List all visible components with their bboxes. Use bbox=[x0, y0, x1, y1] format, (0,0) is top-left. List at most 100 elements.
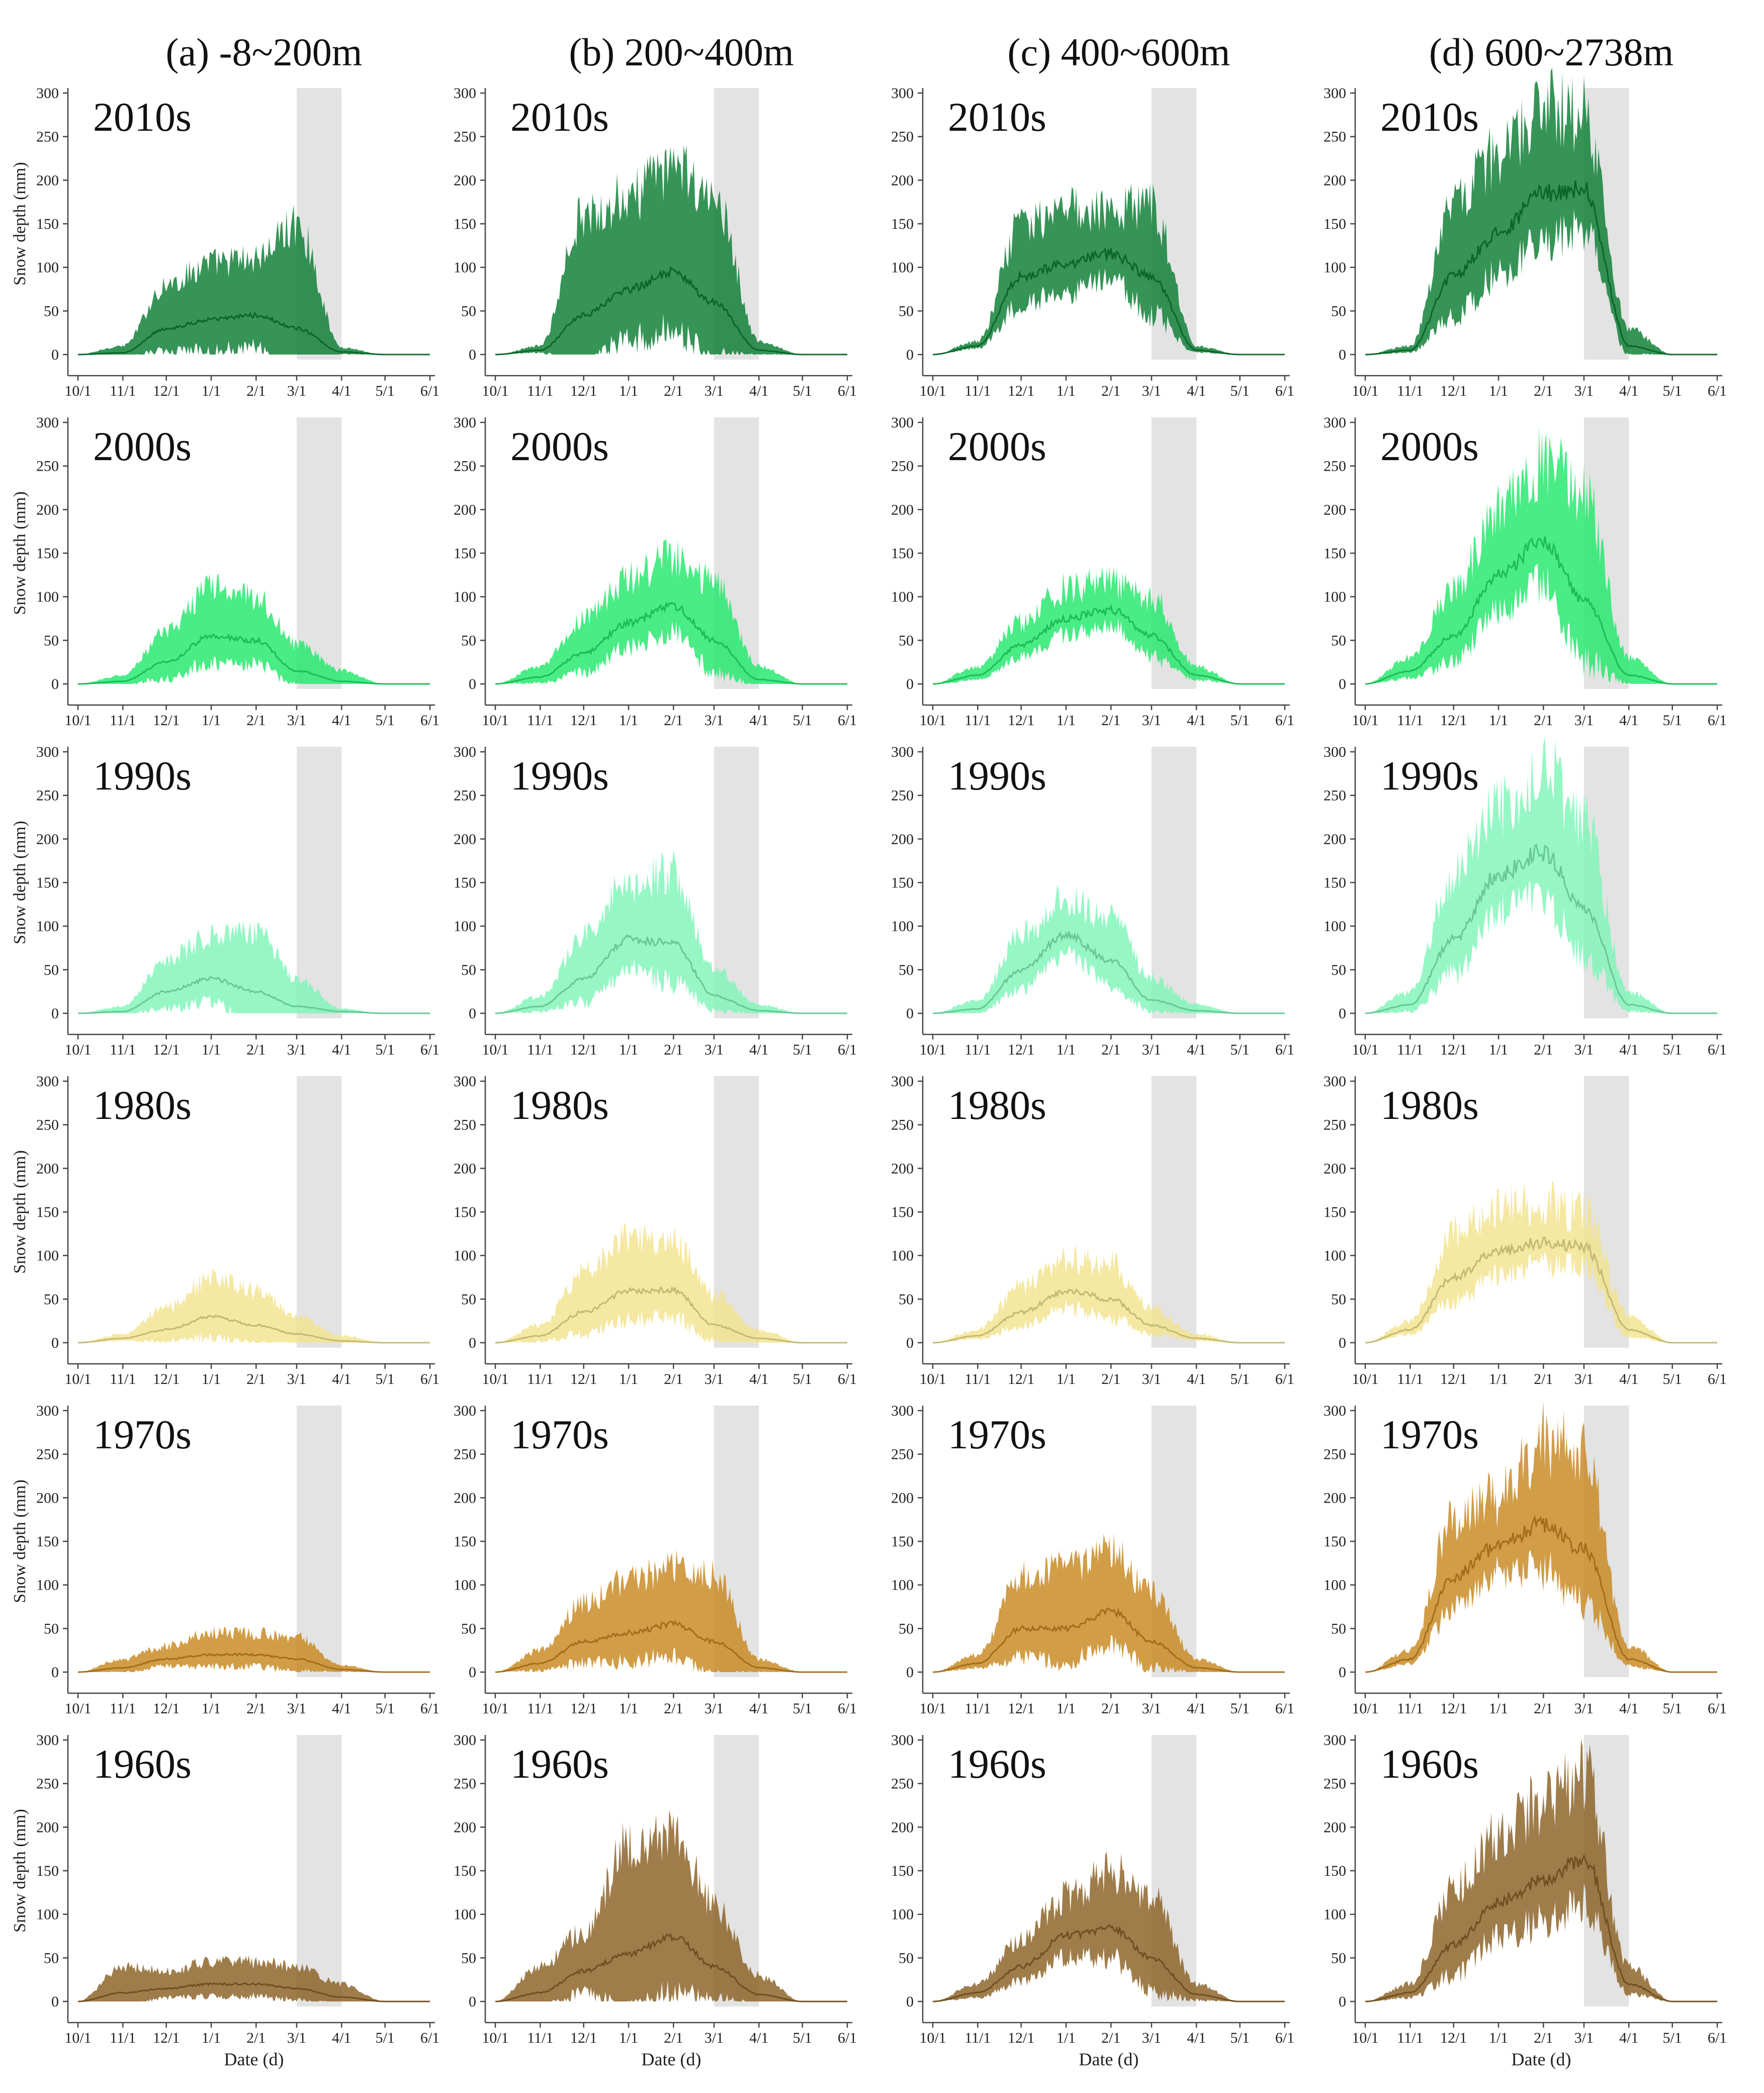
y-tick-label: 150 bbox=[1324, 1533, 1346, 1550]
x-tick-label: 1/1 bbox=[202, 1041, 221, 1058]
mean-line bbox=[1365, 180, 1717, 356]
shaded-period-band bbox=[296, 1076, 342, 1348]
y-tick-label: 200 bbox=[454, 172, 476, 189]
y-tick-label: 300 bbox=[454, 85, 476, 102]
y-tick-label: 0 bbox=[469, 346, 476, 363]
y-tick-label: 50 bbox=[1331, 1291, 1346, 1307]
y-tick-label: 150 bbox=[891, 1863, 914, 1879]
x-tick-label: 5/1 bbox=[793, 1700, 812, 1717]
x-tick-label: 12/1 bbox=[570, 1371, 597, 1387]
x-tick-label: 11/1 bbox=[110, 1371, 136, 1387]
y-tick-label: 150 bbox=[454, 216, 476, 232]
y-tick-label: 100 bbox=[454, 259, 476, 276]
y-tick-label: 0 bbox=[1339, 676, 1346, 692]
x-tick-label: 1/1 bbox=[1489, 1371, 1508, 1387]
decade-label: 1960s bbox=[1380, 1741, 1479, 1787]
decade-label: 2000s bbox=[510, 423, 609, 469]
panel-2000s-4: 0 50 100 150 200 250 300 10/1 11/1 12/1 1/1 2/1 3/1 4… bbox=[1324, 414, 1727, 729]
x-tick-label: 5/1 bbox=[793, 2030, 812, 2046]
x-tick-label: 3/1 bbox=[1142, 1371, 1161, 1387]
x-tick-label: 2/1 bbox=[1534, 712, 1553, 729]
y-tick-label: 250 bbox=[36, 1776, 59, 1792]
x-tick-label: 2/1 bbox=[246, 1700, 266, 1717]
x-tick-label: 12/1 bbox=[1440, 1371, 1467, 1387]
x-tick-label: 5/1 bbox=[793, 383, 812, 399]
x-tick-label: 3/1 bbox=[1574, 1371, 1594, 1387]
mean-line bbox=[77, 633, 430, 685]
x-tick-label: 6/1 bbox=[838, 712, 857, 729]
x-tick-label: 6/1 bbox=[1275, 383, 1294, 399]
x-tick-label: 11/1 bbox=[964, 2030, 991, 2046]
x-tick-label: 11/1 bbox=[1397, 1041, 1423, 1058]
shaded-period-band bbox=[296, 747, 342, 1018]
y-tick-label: 50 bbox=[461, 1950, 476, 1966]
x-tick-label: 10/1 bbox=[482, 712, 508, 729]
y-tick-label: 300 bbox=[454, 1732, 476, 1749]
y-tick-label: 0 bbox=[906, 1664, 914, 1681]
y-tick-label: 150 bbox=[891, 216, 914, 232]
y-tick-label: 250 bbox=[454, 1776, 476, 1792]
x-tick-label: 5/1 bbox=[1230, 2030, 1250, 2046]
x-tick-label: 1/1 bbox=[202, 2030, 221, 2046]
decade-label: 1970s bbox=[93, 1412, 192, 1457]
range-band bbox=[933, 182, 1285, 355]
x-tick-label: 10/1 bbox=[1352, 712, 1378, 729]
y-tick-label: 150 bbox=[891, 545, 914, 562]
x-tick-label: 5/1 bbox=[1230, 383, 1250, 399]
x-tick-label: 12/1 bbox=[570, 712, 597, 729]
x-tick-label: 10/1 bbox=[919, 1371, 946, 1387]
x-tick-label: 6/1 bbox=[420, 1041, 439, 1058]
y-tick-label: 150 bbox=[454, 875, 476, 891]
x-axis-label: Date (d) bbox=[1512, 2049, 1571, 2069]
x-tick-label: 6/1 bbox=[838, 1700, 857, 1717]
y-tick-label: 0 bbox=[1339, 1993, 1346, 2010]
x-tick-label: 12/1 bbox=[1008, 1371, 1034, 1387]
x-tick-label: 12/1 bbox=[1008, 1700, 1034, 1717]
y-tick-label: 250 bbox=[1324, 1776, 1346, 1792]
x-tick-label: 11/1 bbox=[964, 1371, 991, 1387]
x-tick-label: 2/1 bbox=[664, 1371, 683, 1387]
x-tick-label: 6/1 bbox=[420, 383, 439, 399]
range-band bbox=[78, 1266, 430, 1343]
y-tick-label: 150 bbox=[36, 545, 59, 562]
y-tick-label: 200 bbox=[891, 831, 914, 847]
x-tick-label: 2/1 bbox=[1101, 1041, 1120, 1058]
x-tick-label: 2/1 bbox=[1534, 383, 1553, 399]
y-tick-label: 200 bbox=[1324, 1490, 1346, 1506]
x-tick-label: 6/1 bbox=[1708, 1041, 1727, 1058]
x-tick-label: 10/1 bbox=[482, 383, 508, 399]
range-band bbox=[78, 1626, 430, 1672]
x-tick-label: 11/1 bbox=[964, 712, 991, 729]
range-band bbox=[495, 850, 847, 1013]
y-tick-label: 200 bbox=[454, 1160, 476, 1177]
y-tick-label: 250 bbox=[36, 458, 59, 475]
y-tick-label: 300 bbox=[36, 85, 59, 102]
y-tick-label: 250 bbox=[891, 788, 914, 804]
x-tick-label: 2/1 bbox=[246, 1371, 266, 1387]
x-tick-label: 11/1 bbox=[110, 2030, 136, 2046]
panel-2000s-2: 0 50 100 150 200 250 300 10/1 11/1 12/1 1/1 2/1 3/1 4… bbox=[454, 414, 857, 729]
y-tick-label: 250 bbox=[36, 1117, 59, 1133]
x-tick-label: 5/1 bbox=[1230, 1700, 1250, 1717]
x-tick-label: 10/1 bbox=[1352, 1700, 1378, 1717]
mean-line bbox=[77, 1315, 430, 1344]
x-tick-label: 3/1 bbox=[287, 2030, 306, 2046]
x-tick-label: 10/1 bbox=[919, 1041, 946, 1058]
shaded-period-band bbox=[1583, 88, 1629, 360]
range-band bbox=[1365, 425, 1717, 684]
y-tick-label: 0 bbox=[906, 1335, 914, 1351]
x-tick-label: 4/1 bbox=[1187, 1371, 1206, 1387]
panel-1990s-1: 0 50 100 150 200 250 300 10/1 11/1 12/1 1/1 2/1 3/1 4… bbox=[11, 744, 439, 1058]
y-tick-label: 200 bbox=[1324, 501, 1346, 518]
column-title: (a) -8~200m bbox=[166, 30, 363, 74]
y-tick-label: 100 bbox=[891, 1248, 914, 1264]
y-tick-label: 250 bbox=[36, 1446, 59, 1463]
x-axis-label: Date (d) bbox=[224, 2049, 284, 2069]
y-tick-label: 100 bbox=[1324, 259, 1346, 276]
panel-1970s-2: 0 50 100 150 200 250 300 10/1 11/1 12/1 1/1 2/1 3/1 4… bbox=[454, 1403, 857, 1717]
y-tick-label: 50 bbox=[461, 962, 476, 978]
x-tick-label: 12/1 bbox=[1008, 2030, 1034, 2046]
y-tick-label: 300 bbox=[454, 1403, 476, 1419]
panel-2010s-1: 0 50 100 150 200 250 300 10/1 11/1 12/1 1/1 2/1 3/1 4… bbox=[11, 85, 439, 399]
y-tick-label: 200 bbox=[1324, 831, 1346, 847]
